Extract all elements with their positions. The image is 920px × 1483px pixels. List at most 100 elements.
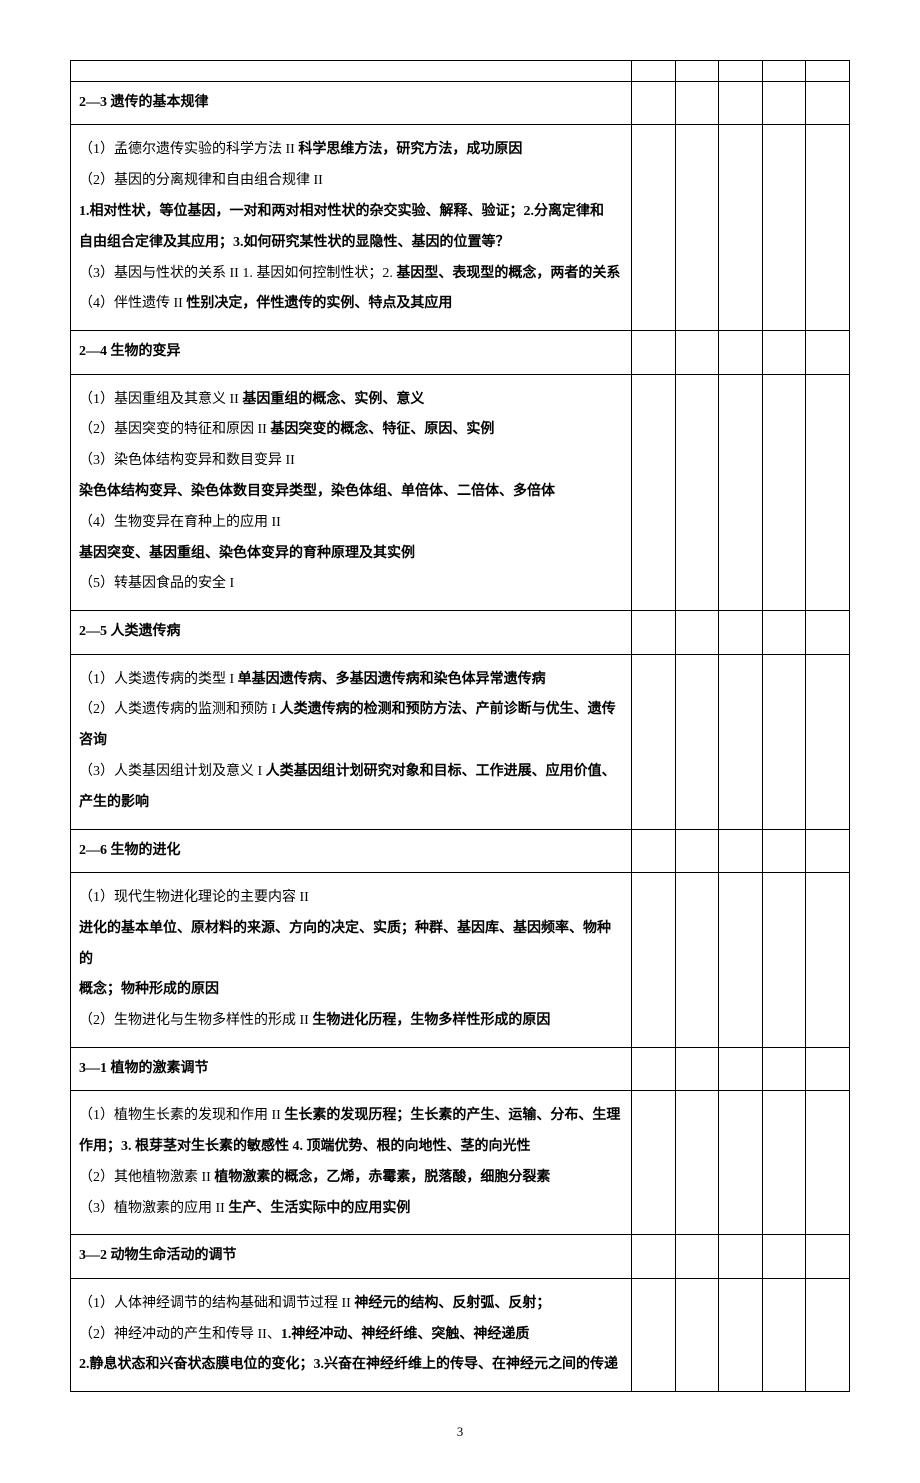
content-span: 生物进化历程，生物多样性形成的原因	[312, 1013, 550, 1028]
empty-cell	[631, 654, 675, 829]
empty-cell	[806, 654, 850, 829]
empty-cell	[675, 1047, 719, 1090]
section-title-text: 3—1 植物的激素调节	[79, 1061, 209, 1076]
table-row: （1）人类遗传病的类型 I 单基因遗传病、多基因遗传病和染色体异常遗传病（2）人…	[71, 654, 850, 829]
empty-cell	[762, 1235, 806, 1278]
content-cell: （1）人类遗传病的类型 I 单基因遗传病、多基因遗传病和染色体异常遗传病（2）人…	[71, 654, 632, 829]
table-row: 3—1 植物的激素调节	[71, 1047, 850, 1090]
section-title-cell: 2—6 生物的进化	[71, 829, 632, 872]
content-line: 染色体结构变异、染色体数目变异类型，染色体组、单倍体、二倍体、多倍体	[79, 477, 623, 508]
empty-cell	[719, 1235, 763, 1278]
content-span: （3）植物激素的应用 II	[79, 1201, 228, 1216]
content-cell: （1）孟德尔遗传实验的科学方法 II 科学思维方法，研究方法，成功原因 （2）基因…	[71, 125, 632, 331]
content-span: （3）基因与性状的关系 II 1. 基因如何控制性状；2.	[79, 266, 396, 281]
table-row: （1）孟德尔遗传实验的科学方法 II 科学思维方法，研究方法，成功原因 （2）基因…	[71, 125, 850, 331]
content-line: （2）基因突变的特征和原因 II 基因突变的概念、特征、原因、实例	[79, 415, 623, 446]
empty-cell	[631, 829, 675, 872]
empty-cell	[762, 1091, 806, 1235]
empty-cell	[675, 331, 719, 374]
empty-cell	[806, 125, 850, 331]
empty-cell	[719, 125, 763, 331]
empty-cell	[719, 654, 763, 829]
content-line: （2）其他植物激素 II 植物激素的概念，乙烯，赤霉素，脱落酸，细胞分裂素	[79, 1163, 623, 1194]
content-span: 进化的基本单位、原材料的来源、方向的决定、实质；种群、基因库、基因频率、物种的	[79, 921, 611, 967]
content-span: 作用；3. 根芽茎对生长素的敏感性 4. 顶端优势、根的向地性、茎的向光性	[79, 1139, 531, 1154]
content-line: 1.相对性状，等位基因，一对和两对相对性状的杂交实验、解释、验证；2.分离定律和	[79, 197, 623, 228]
page-number: 3	[70, 1422, 850, 1443]
section-title-text: 2—5 人类遗传病	[79, 624, 181, 639]
empty-cell	[806, 331, 850, 374]
section-title-cell: 3—1 植物的激素调节	[71, 1047, 632, 1090]
content-span: 基因突变、基因重组、染色体变异的育种原理及其实例	[79, 546, 415, 561]
content-line: 进化的基本单位、原材料的来源、方向的决定、实质；种群、基因库、基因频率、物种的	[79, 914, 623, 976]
content-span: 植物激素的概念，乙烯，赤霉素，脱落酸，细胞分裂素	[214, 1170, 550, 1185]
content-span: 人类遗传病的检测和预防方法、产前诊断与优生、遗传	[280, 702, 616, 717]
empty-cell	[631, 125, 675, 331]
content-span: （2）基因突变的特征和原因 II	[79, 422, 270, 437]
content-line: 2.静息状态和兴奋状态膜电位的变化；3.兴奋在神经纤维上的传导、在神经元之间的传…	[79, 1350, 623, 1381]
content-line: 基因突变、基因重组、染色体变异的育种原理及其实例	[79, 539, 623, 570]
empty-cell	[719, 331, 763, 374]
section-title-cell: 3—2 动物生命活动的调节	[71, 1235, 632, 1278]
content-span: （4）生物变异在育种上的应用 II	[79, 515, 281, 530]
section-title-text: 2—3 遗传的基本规律	[79, 95, 209, 110]
content-span: 产生的影响	[79, 795, 149, 810]
empty-cell	[806, 82, 850, 125]
empty-cell	[631, 331, 675, 374]
empty-cell	[762, 654, 806, 829]
content-line: （1）人类遗传病的类型 I 单基因遗传病、多基因遗传病和染色体异常遗传病	[79, 665, 623, 696]
empty-cell	[719, 611, 763, 654]
content-span: （2）基因的分离规律和自由组合规律 II	[79, 173, 323, 188]
content-line: （1）孟德尔遗传实验的科学方法 II 科学思维方法，研究方法，成功原因	[79, 135, 623, 166]
content-line: 自由组合定律及其应用；3.如何研究某性状的显隐性、基因的位置等？	[79, 228, 623, 259]
empty-cell	[631, 1278, 675, 1391]
content-span: 性别决定，伴性遗传的实例、特点及其应用	[186, 296, 452, 311]
content-cell: （1）现代生物进化理论的主要内容 II 进化的基本单位、原材料的来源、方向的决定、…	[71, 872, 632, 1047]
table-row: （1）现代生物进化理论的主要内容 II 进化的基本单位、原材料的来源、方向的决定、…	[71, 872, 850, 1047]
empty-cell	[631, 872, 675, 1047]
empty-cell	[762, 374, 806, 611]
content-line: （1）人体神经调节的结构基础和调节过程 II 神经元的结构、反射弧、反射；	[79, 1289, 623, 1320]
content-span: 自由组合定律及其应用；3.如何研究某性状的显隐性、基因的位置等？	[79, 235, 510, 250]
content-span: 科学思维方法，研究方法，成功原因	[298, 142, 522, 157]
section-title-text: 2—4 生物的变异	[79, 344, 181, 359]
table-row: 2—3 遗传的基本规律	[71, 82, 850, 125]
empty-cell	[806, 611, 850, 654]
content-line: （1）植物生长素的发现和作用 II 生长素的发现历程；生长素的产生、运输、分布、…	[79, 1101, 623, 1132]
empty-cell	[675, 125, 719, 331]
content-span: （5）转基因食品的安全 I	[79, 576, 234, 591]
content-line: （3）植物激素的应用 II 生产、生活实际中的应用实例	[79, 1194, 623, 1225]
empty-cell	[675, 1278, 719, 1391]
content-line: （3）基因与性状的关系 II 1. 基因如何控制性状；2. 基因型、表现型的概念…	[79, 259, 623, 290]
section-title-cell: 2—4 生物的变异	[71, 331, 632, 374]
content-line: （1）现代生物进化理论的主要内容 II	[79, 883, 623, 914]
content-span: （1）植物生长素的发现和作用 II	[79, 1108, 284, 1123]
content-span: （1）人体神经调节的结构基础和调节过程 II	[79, 1296, 354, 1311]
empty-cell	[719, 872, 763, 1047]
empty-cell	[762, 611, 806, 654]
empty-cell	[806, 1235, 850, 1278]
content-span: （3）染色体结构变异和数目变异 II	[79, 453, 295, 468]
empty-cell	[762, 61, 806, 82]
content-span: 基因型、表现型的概念，两者的关系	[396, 266, 620, 281]
section-title-text: 2—6 生物的进化	[79, 843, 181, 858]
content-span: 神经元的结构、反射弧、反射；	[354, 1296, 550, 1311]
content-span: 染色体结构变异、染色体数目变异类型，染色体组、单倍体、二倍体、多倍体	[79, 484, 555, 499]
empty-cell	[719, 829, 763, 872]
empty-cell	[631, 374, 675, 611]
empty-cell	[631, 1047, 675, 1090]
empty-cell	[675, 61, 719, 82]
empty-cell	[631, 82, 675, 125]
table-row: 2—4 生物的变异	[71, 331, 850, 374]
content-span: 咨询	[79, 733, 107, 748]
content-span: （2）神经冲动的产生和传导 II、	[79, 1327, 281, 1342]
content-span: （2）其他植物激素 II	[79, 1170, 214, 1185]
content-span: 基因重组的概念、实例、意义	[242, 392, 424, 407]
empty-cell	[762, 1047, 806, 1090]
content-span: 1.相对性状，等位基因，一对和两对相对性状的杂交实验、解释、验证；2.分离定律和	[79, 204, 604, 219]
content-line: （2）生物进化与生物多样性的形成 II 生物进化历程，生物多样性形成的原因	[79, 1006, 623, 1037]
content-span: 人类基因组计划研究对象和目标、工作进展、应用价值、	[266, 764, 616, 779]
content-line: 咨询	[79, 726, 623, 757]
empty-cell	[675, 611, 719, 654]
empty-cell	[762, 829, 806, 872]
